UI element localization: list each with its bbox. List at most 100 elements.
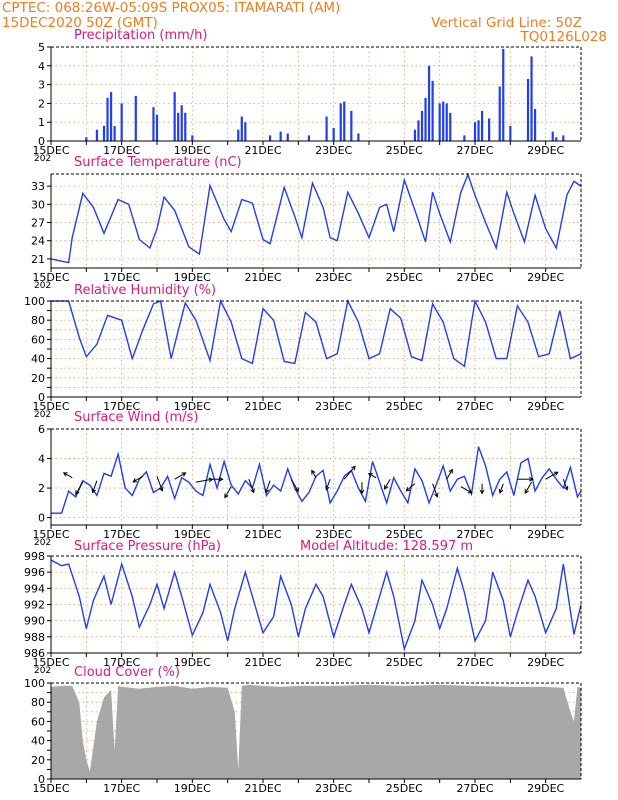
y-tick-label: 0 xyxy=(38,391,45,404)
wind-arrow xyxy=(562,479,569,491)
y-tick-label: 0 xyxy=(38,135,45,148)
x-tick-label: 23DEC xyxy=(315,271,352,284)
series-line xyxy=(51,446,582,514)
x-tick-label: 21DEC xyxy=(244,656,281,669)
wind-arrow xyxy=(446,468,453,480)
wind-arrow-shaft xyxy=(290,478,299,492)
x-tick-label: 21DEC xyxy=(244,144,281,157)
header-run-date: 15DEC2020 50Z (GMT) xyxy=(2,15,158,31)
x-tick-label: 15DEC xyxy=(32,144,69,157)
wind-arrow-shaft xyxy=(499,483,504,494)
wind-arrow-shaft xyxy=(311,470,317,478)
y-tick-label: 60 xyxy=(31,333,45,346)
cloud-area xyxy=(51,684,581,779)
y-tick-label: 988 xyxy=(24,631,45,644)
x-tick-label: 15DEC xyxy=(32,782,69,795)
y-tick-label: 992 xyxy=(24,599,45,612)
wind-arrow-head xyxy=(62,472,68,477)
x-tick-label: 17DEC xyxy=(103,144,140,157)
x-tick-label: 23DEC xyxy=(315,656,352,669)
precip-bar xyxy=(477,120,480,141)
y-tick-label: 20 xyxy=(31,372,45,385)
precip-bar xyxy=(449,112,452,141)
wind-arrow-head xyxy=(325,485,330,491)
wind-arrow-head xyxy=(359,489,365,495)
y-tick-label: 0 xyxy=(38,773,45,786)
x-year-label: 202 xyxy=(34,154,51,164)
series-line xyxy=(50,559,582,652)
wind-arrow-shaft xyxy=(156,476,163,491)
wind-arrow xyxy=(367,473,377,479)
y-tick-label: 33 xyxy=(31,180,45,193)
x-year-label: 202 xyxy=(34,666,51,676)
y-tick-label: 4 xyxy=(38,60,45,73)
x-tick-label: 15DEC xyxy=(32,656,69,669)
x-tick-label: 23DEC xyxy=(315,400,352,413)
wind-arrow xyxy=(479,483,485,495)
precip-bar xyxy=(95,129,99,141)
wind-arrow xyxy=(132,475,144,483)
precip-bar xyxy=(325,116,328,141)
precip-bar xyxy=(177,112,180,141)
pressure-model-altitude: Model Altitude: 128.597 m xyxy=(300,539,474,554)
wind-arrow xyxy=(517,476,534,482)
precip-bar xyxy=(357,133,360,141)
y-tick-label: 80 xyxy=(31,696,45,709)
y-tick-label: 60 xyxy=(31,715,45,728)
y-tick-label: 998 xyxy=(24,550,45,563)
precip-bar xyxy=(191,135,194,141)
x-tick-label: 19DEC xyxy=(174,656,211,669)
precip-bar xyxy=(307,135,311,141)
panel-1 xyxy=(47,172,582,272)
wind-arrow xyxy=(174,472,187,480)
precip-bar xyxy=(498,86,501,141)
precip-bar xyxy=(555,137,558,141)
precip-bar xyxy=(427,65,431,141)
precipitation-title: Precipitation (mm/h) xyxy=(74,28,208,43)
wind-arrow-head xyxy=(294,487,299,493)
x-tick-label: 15DEC xyxy=(32,528,69,541)
wind-arrow-head xyxy=(181,472,187,477)
y-tick-label: 0 xyxy=(38,512,45,525)
x-tick-label: 17DEC xyxy=(103,400,140,413)
x-tick-label: 25DEC xyxy=(386,144,423,157)
y-tick-label: 3 xyxy=(38,79,45,92)
panel-5 xyxy=(47,682,582,783)
y-tick-label: 24 xyxy=(31,235,45,248)
x-tick-label: 27DEC xyxy=(456,528,493,541)
wind-arrow-shaft xyxy=(75,481,84,495)
x-tick-label: 19DEC xyxy=(174,271,211,284)
wind-arrow-head xyxy=(75,490,80,496)
x-tick-label: 17DEC xyxy=(103,656,140,669)
y-tick-label: 2 xyxy=(38,97,45,110)
wind-arrow xyxy=(311,469,317,478)
wind-arrow-head xyxy=(434,492,439,498)
series-line xyxy=(51,298,582,368)
x-tick-label: 15DEC xyxy=(32,400,69,413)
wind-arrow-head xyxy=(529,476,534,482)
x-tick-label: 29DEC xyxy=(527,271,564,284)
precip-bar xyxy=(109,92,113,141)
wind-arrow xyxy=(432,483,439,498)
precip-bar xyxy=(417,120,420,141)
wind-arrow-head xyxy=(563,485,569,491)
x-tick-label: 29DEC xyxy=(527,656,564,669)
precip-bar xyxy=(562,135,565,141)
wind-arrow xyxy=(343,465,356,480)
wind-arrow xyxy=(325,479,331,491)
x-tick-label: 23DEC xyxy=(315,144,352,157)
wind-arrow xyxy=(62,472,73,479)
precip-bar xyxy=(431,80,434,141)
precip-bar xyxy=(152,107,155,141)
precip-bar xyxy=(106,97,109,141)
wind-arrow-head xyxy=(405,486,411,492)
x-tick-label: 21DEC xyxy=(244,782,281,795)
x-tick-label: 21DEC xyxy=(244,271,281,284)
x-tick-label: 27DEC xyxy=(456,144,493,157)
panel-2 xyxy=(47,298,582,401)
wind-arrow-shaft xyxy=(224,486,232,498)
precip-bar xyxy=(268,135,272,141)
wind-arrow xyxy=(91,480,98,494)
x-tick-label: 23DEC xyxy=(315,782,352,795)
